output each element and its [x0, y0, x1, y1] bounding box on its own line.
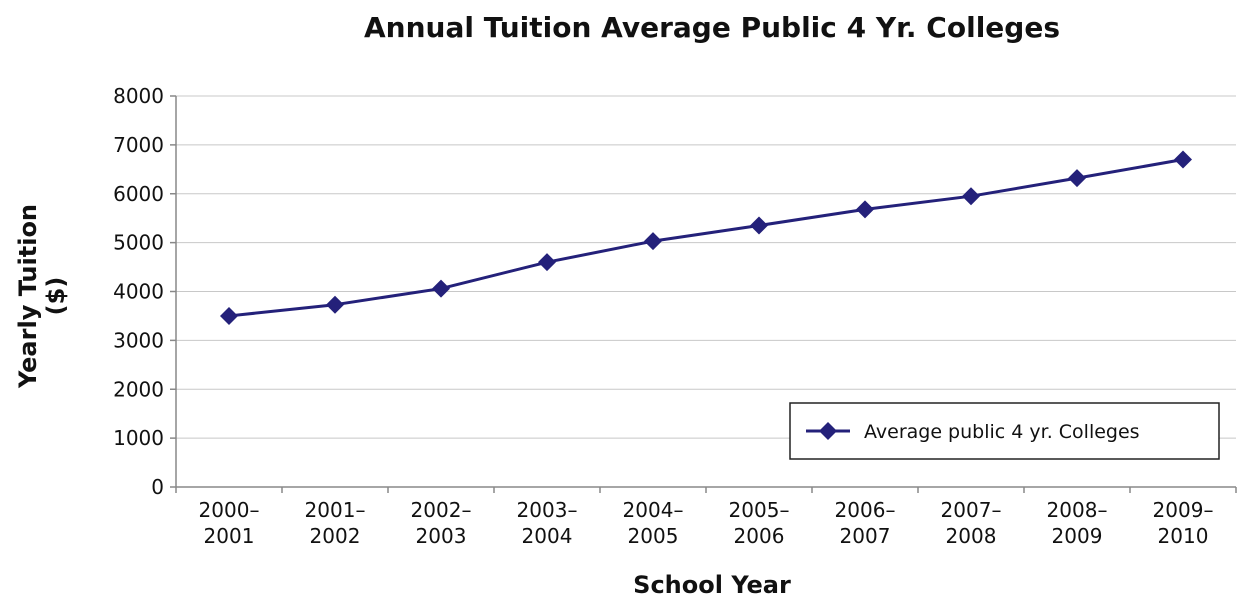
- x-tick-label: 2009–: [1153, 498, 1214, 522]
- series-line: [228, 158, 1184, 318]
- data-point-diamond: [750, 216, 768, 235]
- x-axis-ticks: 2000–2001 2001–2002 2002–2003 2003–2004 2004…: [175, 487, 1237, 548]
- x-axis-title: School Year: [633, 571, 791, 599]
- data-point-diamond: [962, 187, 980, 206]
- y-axis-title-line2: ($): [42, 277, 70, 316]
- data-point-diamond: [644, 232, 662, 251]
- y-tick-label: 2000: [113, 377, 164, 401]
- x-tick-label: 2007–: [941, 498, 1002, 522]
- x-tick-label: 2006–: [835, 498, 896, 522]
- gridlines: [176, 95, 1236, 439]
- data-point-diamond: [538, 253, 556, 272]
- x-tick-label: 2002–: [411, 498, 472, 522]
- x-tick-label: 2009: [1052, 524, 1103, 548]
- legend: Average public 4 yr. Colleges: [789, 402, 1220, 460]
- x-tick-label: 2005–: [729, 498, 790, 522]
- y-axis-ticks: 0 1000 2000 3000 4000 5000 6000 7000 8000: [113, 84, 176, 499]
- x-tick-label: 2004: [522, 524, 573, 548]
- legend-box: [789, 402, 1220, 460]
- x-tick-label: 2008: [946, 524, 997, 548]
- chart-title: Annual Tuition Average Public 4 Yr. Coll…: [364, 11, 1060, 44]
- data-point-diamond: [220, 306, 238, 325]
- y-tick-label: 3000: [113, 328, 164, 352]
- y-tick-label: 4000: [113, 280, 164, 304]
- x-tick-label: 2005: [628, 524, 679, 548]
- data-point-diamond: [432, 279, 450, 298]
- y-tick-label: 5000: [113, 231, 164, 255]
- x-tick-label: 2004–: [623, 498, 684, 522]
- x-tick-label: 2003–: [517, 498, 578, 522]
- x-tick-label: 2008–: [1047, 498, 1108, 522]
- y-axis-title-line1: Yearly Tuition: [14, 204, 42, 389]
- y-tick-label: 6000: [113, 182, 164, 206]
- y-axis-title: Yearly Tuition ($): [14, 204, 70, 389]
- y-tick-label: 8000: [113, 84, 164, 108]
- y-tick-label: 1000: [113, 426, 164, 450]
- data-point-diamond: [856, 200, 874, 219]
- x-tick-label: 2002: [310, 524, 361, 548]
- legend-label: Average public 4 yr. Colleges: [864, 421, 1140, 443]
- series-layer: [220, 150, 1192, 325]
- legend-diamond-marker: [819, 422, 837, 440]
- x-tick-label: 2010: [1158, 524, 1209, 548]
- x-tick-label: 2006: [734, 524, 785, 548]
- x-tick-label: 2000–: [199, 498, 260, 522]
- x-tick-label: 2003: [416, 524, 467, 548]
- y-tick-label: 7000: [113, 133, 164, 157]
- x-tick-label: 2001: [204, 524, 255, 548]
- y-tick-label: 0: [151, 475, 164, 499]
- data-point-diamond: [1174, 150, 1192, 169]
- x-tick-label: 2001–: [305, 498, 366, 522]
- data-point-diamond: [326, 295, 344, 314]
- x-tick-label: 2007: [840, 524, 891, 548]
- data-point-diamond: [1068, 169, 1086, 188]
